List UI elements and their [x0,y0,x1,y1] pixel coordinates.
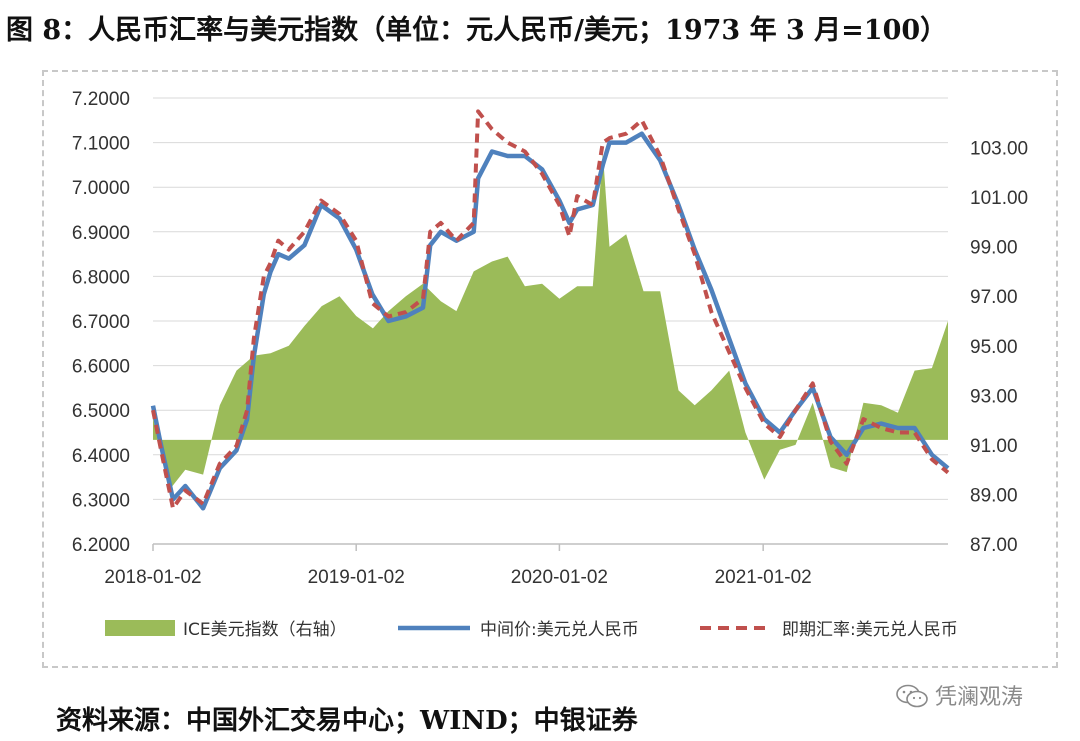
y-right-tick-label-8: 87.00 [970,535,1018,556]
y-left-tick-label-5: 6.7000 [72,312,130,333]
y-right-tick-label-1: 101.00 [970,188,1028,209]
y-right-tick-label-3: 97.00 [970,287,1018,308]
source-note: 资料来源：中国外汇交易中心；WIND；中银证券 [56,706,638,736]
axes [152,543,948,551]
wechat-icon [896,684,928,708]
y-left-tick-label-8: 6.4000 [72,446,130,467]
legend-swatch-usd-index [105,620,175,636]
y-left-tick-label-6: 6.6000 [72,357,130,378]
y-left-tick-label-9: 6.3000 [72,490,130,511]
figure-title: 图 8：人民币汇率与美元指数（单位：元人民币/美元；1973 年 3 月=100… [6,15,948,46]
y-left-tick-label-0: 7.2000 [72,89,130,110]
y-right-tick-label-7: 89.00 [970,485,1018,506]
series-central-parity [150,131,950,511]
legend-label-spot-rate: 即期汇率:美元兑人民币 [782,620,958,640]
y-right-tick-label-6: 91.00 [970,436,1018,457]
y-right-tick-label-0: 103.00 [970,139,1028,160]
x-tick-label-1: 2019-01-02 [308,567,405,588]
y-left-tick-label-10: 6.2000 [72,535,130,556]
y-right-tick-label-5: 93.00 [970,386,1018,407]
x-tick-label-0: 2018-01-02 [104,567,201,588]
y-left-tick-label-7: 6.5000 [72,401,130,422]
legend-label-central-parity: 中间价:美元兑人民币 [480,620,639,640]
usd-index-area [153,152,948,490]
y-left-tick-label-2: 7.0000 [72,178,130,199]
x-tick-label-3: 2021-01-02 [715,567,812,588]
series-usd-index [153,152,948,490]
y-left-tick-label-4: 6.8000 [72,267,130,288]
y-left-tick-label-1: 7.1000 [72,134,130,155]
gridlines [153,97,948,545]
tick-labels: 7.2000 7.1000 7.0000 6.9000 6.8000 6.7000 6.60… [72,89,1028,588]
y-left-tick-label-3: 6.9000 [72,223,130,244]
watermark-text: 凭澜观涛 [935,685,1024,710]
y-right-tick-label-4: 95.00 [970,337,1018,358]
legend-label-usd-index: ICE美元指数（右轴） [183,620,347,640]
watermark: 凭澜观涛 [895,679,1023,711]
x-tick-label-2: 2020-01-02 [511,567,608,588]
legend: ICE美元指数（右轴） 中间价:美元兑人民币 即期汇率:美元兑人民币 [105,620,958,640]
chart-frame [42,70,1058,668]
fx-lines [150,109,950,511]
y-right-tick-label-2: 99.00 [970,238,1018,259]
